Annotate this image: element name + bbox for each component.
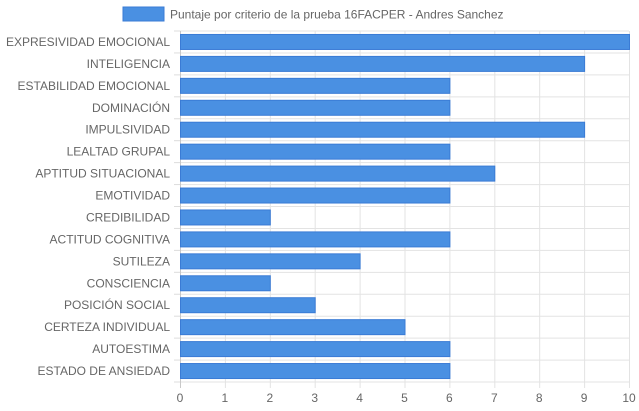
y-tick-label: EXPRESIVIDAD EMOCIONAL (6, 35, 170, 49)
bar[interactable] (180, 363, 451, 380)
bar[interactable] (180, 209, 271, 226)
y-tick-label: CREDIBILIDAD (86, 210, 170, 224)
legend-label: Puntaje por criterio de la prueba 16FACP… (170, 8, 504, 22)
bar[interactable] (180, 77, 451, 94)
bar[interactable] (180, 231, 451, 248)
y-tick-label: INTELIGENCIA (87, 57, 170, 71)
y-tick-label: POSICIÓN SOCIAL (64, 297, 170, 312)
y-tick-label: DOMINACIÓN (92, 100, 170, 115)
y-tick-label: AUTOESTIMA (92, 342, 170, 356)
x-axis-labels: 0 1 2 3 4 5 6 7 8 9 10 (177, 391, 636, 405)
x-tick-label: 5 (401, 391, 408, 405)
chart-legend[interactable]: Puntaje por criterio de la prueba 16FACP… (122, 6, 504, 22)
x-tick-label: 4 (356, 391, 363, 405)
bar[interactable] (180, 121, 586, 138)
x-tick-label: 3 (311, 391, 318, 405)
x-tick-label: 0 (177, 391, 184, 405)
x-tick-label: 2 (266, 391, 273, 405)
bar[interactable] (180, 55, 586, 72)
bar-series (180, 33, 630, 380)
x-tick-label: 7 (491, 391, 498, 405)
legend-swatch (122, 6, 165, 22)
bar[interactable] (180, 33, 630, 50)
x-tick-label: 6 (446, 391, 453, 405)
y-tick-label: IMPULSIVIDAD (85, 123, 170, 137)
y-tick-label: ACTITUD COGNITIVA (50, 232, 170, 246)
bar[interactable] (180, 341, 451, 358)
y-axis-labels: EXPRESIVIDAD EMOCIONAL INTELIGENCIA ESTABI… (6, 35, 170, 378)
x-tick-label: 10 (622, 391, 636, 405)
bar[interactable] (180, 187, 451, 204)
y-tick-label: ESTABILIDAD EMOCIONAL (18, 79, 171, 93)
y-tick-label: LEALTAD GRUPAL (67, 145, 171, 159)
bar[interactable] (180, 297, 316, 314)
y-tick-label: ESTADO DE ANSIEDAD (38, 364, 171, 378)
y-tick-label: CERTEZA INDIVIDUAL (44, 320, 170, 334)
y-tick-label: SUTILEZA (113, 254, 170, 268)
bar[interactable] (180, 143, 451, 160)
bar[interactable] (180, 99, 451, 116)
x-tick-label: 8 (536, 391, 543, 405)
bar[interactable] (180, 253, 361, 270)
y-tick-label: CONSCIENCIA (87, 276, 170, 290)
bar[interactable] (180, 275, 271, 292)
y-tick-label: APTITUD SITUACIONAL (35, 167, 170, 181)
x-tick-label: 9 (581, 391, 588, 405)
bar[interactable] (180, 165, 496, 182)
bar[interactable] (180, 319, 406, 336)
x-tick-label: 1 (222, 391, 229, 405)
y-tick-label: EMOTIVIDAD (95, 189, 170, 203)
